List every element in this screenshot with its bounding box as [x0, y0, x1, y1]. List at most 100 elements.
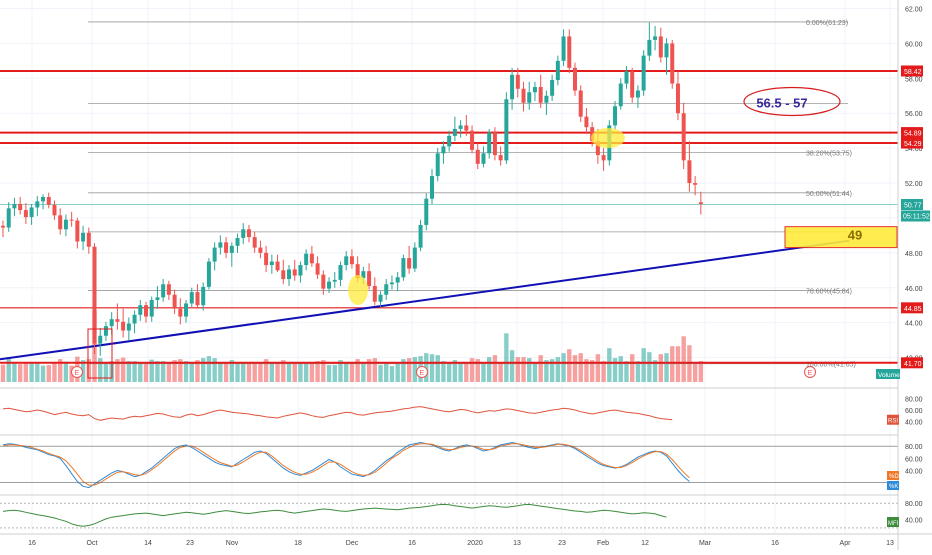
level-price-tag	[901, 302, 923, 314]
candle-body	[201, 286, 206, 306]
level-price-text: 58.42	[904, 69, 922, 76]
candle-body	[58, 215, 63, 230]
candle-body	[195, 292, 200, 306]
level-price-text: 54.29	[904, 141, 922, 148]
volume-bar	[160, 361, 166, 382]
volume-bar	[281, 360, 286, 382]
level-price-text: 44.85	[904, 306, 922, 313]
candle-body	[109, 319, 114, 327]
volume-bar	[607, 348, 612, 382]
volume-bar	[17, 364, 23, 382]
volume-bar	[464, 362, 469, 382]
candle-body	[287, 269, 291, 280]
candle-body	[281, 270, 286, 280]
candle-body	[218, 242, 223, 248]
candle-body	[555, 60, 560, 81]
candle-body	[275, 261, 280, 271]
mfi-axis-tick: 80.00	[905, 501, 923, 508]
candle-body	[653, 36, 658, 40]
level-price-tag	[901, 137, 923, 149]
volume-bar	[446, 362, 452, 382]
volume-bar	[664, 353, 669, 382]
volume-bar	[652, 360, 658, 382]
volume-bar	[292, 362, 297, 382]
candle-body	[132, 314, 137, 324]
candle-body	[573, 67, 577, 91]
volume-bar	[481, 362, 486, 382]
volume-bar	[298, 362, 303, 382]
volume-bar	[527, 358, 532, 382]
candle-body	[635, 90, 640, 98]
volume-bar	[6, 357, 11, 382]
candle-body	[46, 196, 51, 205]
volume-bar	[584, 359, 589, 382]
level-price-tag	[901, 357, 923, 369]
volume-bar	[23, 362, 29, 382]
volume-bar	[641, 348, 646, 382]
time-axis-tick: Mar	[699, 540, 712, 547]
candle-body	[304, 253, 309, 266]
volume-bar	[475, 359, 480, 382]
volume-bar	[166, 363, 172, 382]
price-axis-tick: 62.00	[905, 6, 923, 13]
volume-bar	[458, 364, 463, 382]
volume-bar	[172, 360, 177, 382]
candle-body	[481, 153, 486, 164]
candle-body	[670, 43, 675, 84]
level-price-text: 41.70	[904, 361, 922, 368]
volume-bar	[326, 365, 332, 382]
indicator-series-pct-k	[2, 441, 690, 489]
highlight-ellipse	[348, 275, 368, 305]
volume-bar	[103, 363, 109, 382]
candle-body	[458, 125, 463, 129]
earnings-marker-label: E	[75, 370, 80, 377]
stoch-d-label: %D	[889, 474, 899, 480]
indicators-layer	[0, 387, 898, 529]
target-ellipse	[743, 86, 841, 117]
candle-body	[687, 160, 692, 184]
fib-level-label: 38.20%(53.75)	[806, 150, 852, 157]
volume-bar	[241, 362, 246, 382]
stochastic-axis-tick: 60.00	[905, 456, 923, 463]
earnings-marker-label: E	[420, 370, 425, 377]
candle-body	[361, 271, 366, 279]
candle-body	[475, 149, 480, 164]
candle-body	[252, 237, 257, 248]
candle-body	[269, 261, 274, 266]
candle-body	[550, 80, 555, 96]
candle-body	[349, 256, 354, 265]
level-price-text: 54.89	[904, 131, 922, 138]
level-price-tag	[901, 127, 923, 139]
candle-body	[155, 297, 160, 300]
candle-body	[149, 299, 154, 317]
candle-body	[144, 305, 148, 317]
volume-bar	[452, 360, 458, 382]
volume-bar	[275, 364, 280, 382]
volume-bar	[52, 363, 57, 382]
indicator-series-rsi	[2, 406, 673, 421]
volume-bar	[601, 361, 606, 382]
volume-bar	[384, 362, 389, 382]
volume-bar	[361, 364, 366, 382]
price-axis-tick: 56.00	[905, 111, 923, 118]
earnings-marker-icon	[416, 366, 428, 378]
candle-body	[658, 36, 663, 58]
candle-body	[63, 219, 68, 230]
volume-bar	[206, 356, 212, 382]
candle-body	[487, 132, 492, 154]
candle-body	[224, 242, 229, 253]
candle-body	[309, 253, 314, 264]
candle-body	[355, 264, 360, 279]
volume-bar	[366, 359, 372, 382]
volume-bar	[344, 363, 349, 382]
candle-body	[441, 146, 446, 154]
candle-body	[338, 265, 343, 280]
volume-bar	[58, 359, 63, 382]
price-axis-tick: 48.00	[905, 251, 923, 258]
price-labels-layer: 58.42 54.89 54.29 44.85 41.70 50.77 05:11:52 Vo…	[876, 65, 930, 527]
volume-bar	[435, 355, 440, 382]
candle-body	[424, 198, 429, 225]
stochastic-axis-tick: 80.00	[905, 444, 923, 451]
